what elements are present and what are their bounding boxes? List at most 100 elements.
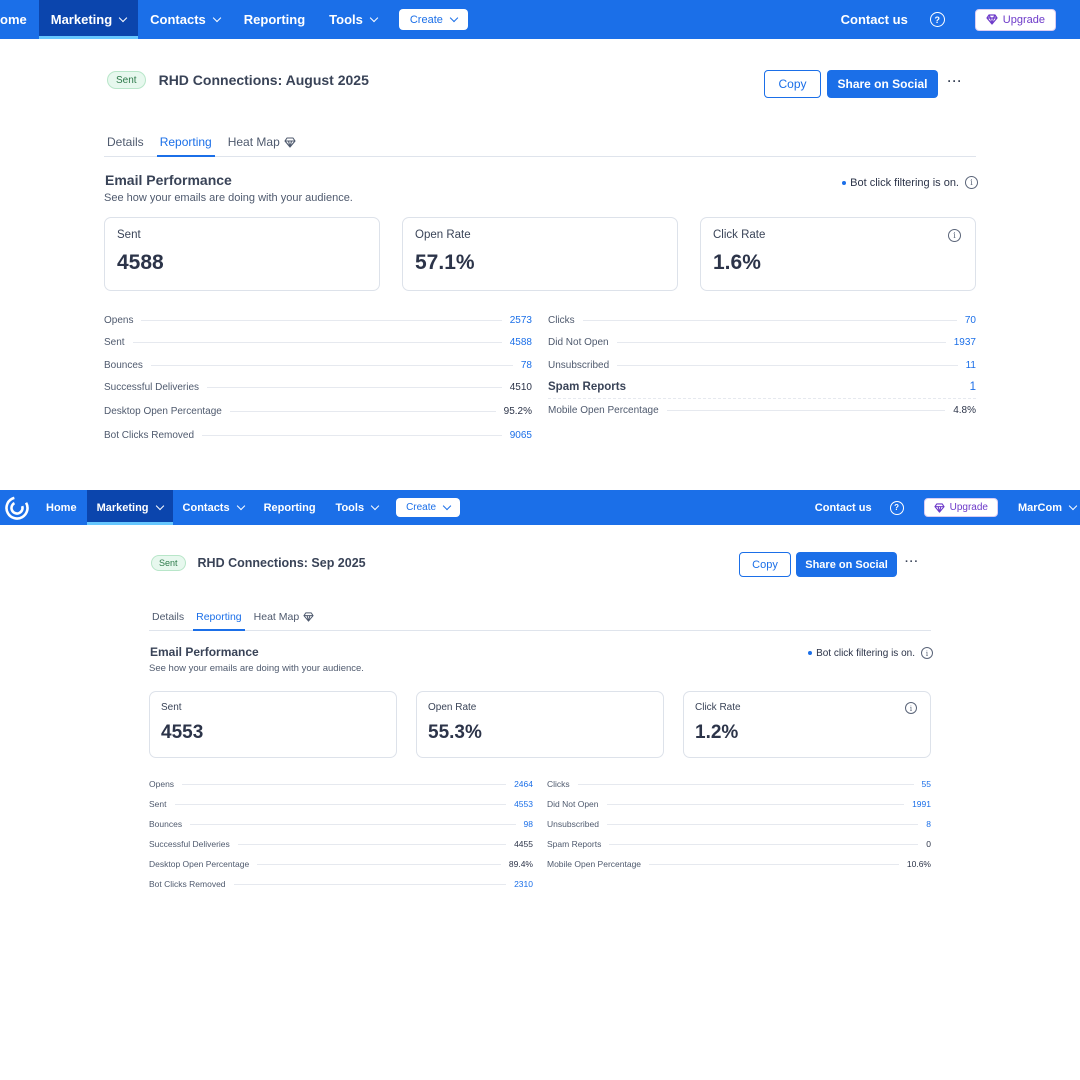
stat-value-link[interactable]: 55 (921, 779, 931, 789)
stat-value: 0 (926, 839, 931, 849)
kpi-label: Open Rate (415, 229, 471, 241)
create-button[interactable]: Create (396, 498, 461, 517)
stats-left-column: Opens 2573 Sent 4588 Bounces 78 Successful … (104, 309, 532, 447)
tab-reporting[interactable]: Reporting (193, 604, 245, 631)
nav-home[interactable]: Home (36, 490, 87, 525)
stat-value: 4455 (514, 839, 533, 849)
stat-value-link[interactable]: 1937 (953, 337, 976, 349)
question-circle-icon[interactable]: ? (929, 12, 945, 27)
stat-value-link[interactable]: 70 (964, 314, 976, 326)
stat-label: Mobile Open Percentage (547, 859, 642, 869)
kpi-card-click-rate: Click Rate 1.2% i (683, 691, 931, 758)
nav-marketing-label: Marketing (96, 501, 149, 514)
stat-row-spam-reports: Spam Reports 1 (548, 377, 976, 399)
create-button[interactable]: Create (398, 9, 468, 30)
info-icon[interactable]: i (921, 647, 933, 659)
more-options-icon[interactable]: ··· (905, 555, 919, 568)
chevron-down-icon (442, 501, 452, 510)
stat-value-link[interactable]: 2573 (509, 314, 532, 326)
nav-marketing-label: Marketing (50, 12, 113, 27)
info-icon[interactable]: i (965, 176, 978, 189)
kpi-label: Click Rate (713, 229, 766, 241)
stat-value: 95.2% (503, 406, 532, 417)
leader-line (132, 342, 502, 344)
stat-value-link[interactable]: 9065 (509, 429, 532, 441)
constant-contact-logo-icon[interactable] (2, 495, 32, 521)
kpi-label: Open Rate (428, 702, 477, 713)
upgrade-label: Upgrade (1002, 13, 1045, 26)
kpi-card-click-rate: Click Rate 1.6% i (700, 217, 976, 291)
contact-us-link[interactable]: Contact us (815, 490, 872, 525)
stat-value-link[interactable]: 4588 (509, 337, 532, 349)
stat-value-link[interactable]: 98 (523, 819, 533, 829)
stat-value-link[interactable]: 1991 (912, 799, 931, 809)
stat-label: Bot Clicks Removed (104, 429, 195, 441)
copy-button[interactable]: Copy (739, 552, 791, 577)
contact-us-link[interactable]: Contact us (841, 0, 908, 39)
stat-value-link[interactable]: 11 (965, 359, 976, 371)
report-panel-september: Home Marketing Contacts Reporting Tools … (0, 490, 1080, 1080)
stat-value: 10.6% (906, 859, 931, 869)
page-title: RHD Connections: August 2025 (158, 72, 369, 88)
upgrade-button[interactable]: Upgrade (923, 498, 998, 517)
copy-button[interactable]: Copy (764, 70, 821, 98)
contact-us-label: Contact us (814, 501, 872, 514)
tab-heat-map[interactable]: Heat Map (228, 128, 296, 156)
stat-value-link[interactable]: 4553 (514, 799, 533, 809)
leader-line (190, 823, 516, 825)
nav-tools[interactable]: Tools (317, 0, 389, 39)
nav-contacts-label: Contacts (150, 12, 206, 27)
leader-line (582, 319, 957, 321)
stat-value-link[interactable]: 2464 (514, 779, 533, 789)
chevron-down-icon (236, 501, 245, 510)
chevron-down-icon (212, 13, 222, 22)
chevron-down-icon (369, 13, 379, 22)
report-tabs: Details Reporting Heat Map (149, 604, 931, 631)
stat-label: Bounces (149, 819, 183, 829)
report-panel-august: ome Marketing Contacts Reporting Tools C… (0, 0, 1080, 450)
question-circle-icon[interactable]: ? (889, 500, 904, 515)
stat-value-link[interactable]: 8 (926, 819, 931, 829)
campaign-header: Sent RHD Connections: Sep 2025 (149, 548, 931, 578)
upgrade-button[interactable]: Upgrade (974, 8, 1056, 31)
chevron-down-icon (370, 501, 380, 510)
stat-value-link[interactable]: 78 (520, 359, 532, 371)
nav-reporting[interactable]: Reporting (232, 0, 317, 39)
tab-reporting-label: Reporting (159, 135, 212, 149)
create-label: Create (409, 13, 443, 26)
info-icon[interactable]: i (905, 702, 917, 714)
campaign-report: Sent RHD Connections: Sep 2025 Copy Shar… (149, 548, 933, 894)
nav-contacts[interactable]: Contacts (173, 490, 254, 525)
tab-heat-map[interactable]: Heat Map (254, 604, 315, 630)
stat-value-link[interactable]: 1 (969, 381, 976, 394)
kpi-label: Click Rate (695, 702, 741, 713)
stat-label: Clicks (547, 779, 570, 789)
account-menu[interactable]: MarCom (1018, 490, 1080, 525)
kpi-value: 1.2% (695, 722, 739, 743)
tab-details[interactable]: Details (152, 604, 184, 630)
share-on-social-button[interactable]: Share on Social (796, 552, 897, 577)
nav-marketing[interactable]: Marketing (38, 0, 139, 39)
leader-line (617, 364, 958, 366)
nav-tools[interactable]: Tools (326, 490, 389, 525)
nav-marketing[interactable]: Marketing (86, 490, 173, 525)
nav-reporting[interactable]: Reporting (254, 490, 326, 525)
bot-filter-status: Bot click filtering is on. i (808, 647, 933, 659)
stat-row-opens: Opens 2464 (149, 774, 533, 794)
nav-home-label: ome (0, 12, 27, 27)
more-options-icon[interactable]: ··· (947, 74, 963, 88)
stat-row-bot-clicks-removed: Bot Clicks Removed 2310 (149, 874, 533, 894)
stat-row-clicks: Clicks 70 (548, 309, 976, 332)
tab-reporting[interactable]: Reporting (156, 128, 215, 157)
nav-contacts[interactable]: Contacts (138, 0, 232, 39)
stat-row-successful-deliveries: Successful Deliveries 4510 (104, 377, 532, 400)
info-icon[interactable]: i (948, 229, 961, 242)
kpi-cards: Sent 4553 Open Rate 55.3% Click Rate 1.2… (149, 691, 931, 758)
tab-details[interactable]: Details (107, 128, 144, 156)
stat-label: Successful Deliveries (149, 839, 230, 849)
share-on-social-button[interactable]: Share on Social (827, 70, 938, 98)
nav-home[interactable]: ome (0, 0, 39, 39)
stat-value-link[interactable]: 2310 (514, 879, 533, 889)
kpi-card-open-rate: Open Rate 57.1% (402, 217, 678, 291)
kpi-card-sent: Sent 4553 (149, 691, 397, 758)
